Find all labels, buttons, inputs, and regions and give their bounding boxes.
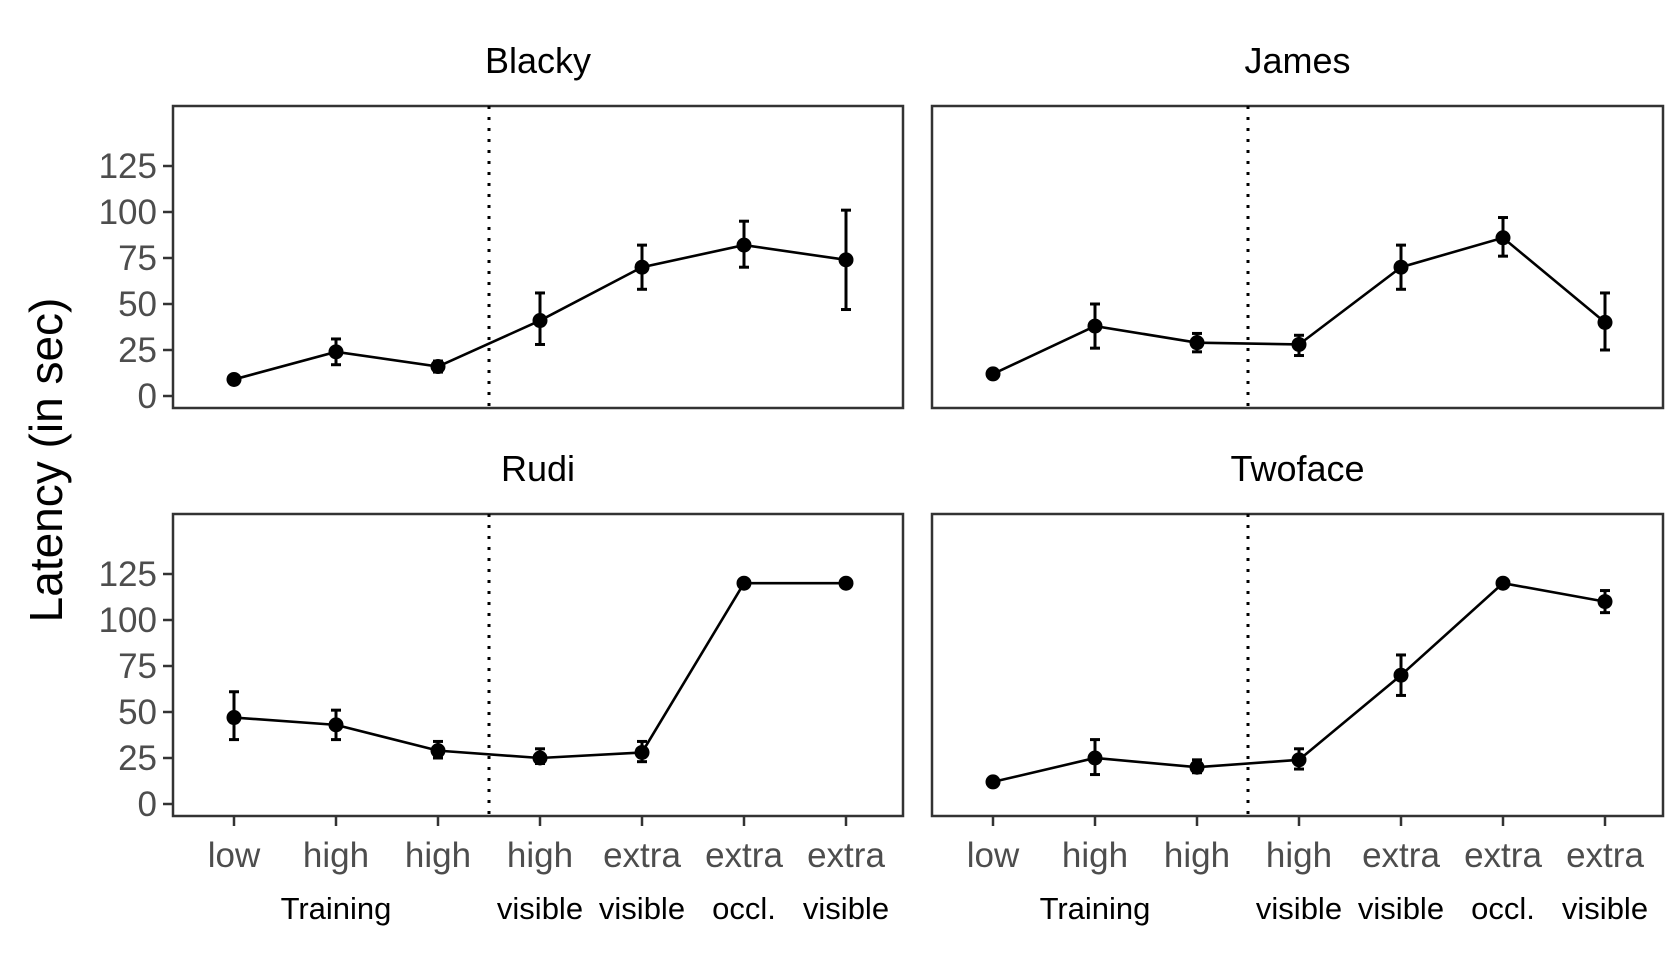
data-point (1291, 336, 1307, 352)
panel-title: Twoface (1230, 448, 1364, 489)
data-point (430, 743, 446, 759)
x-tick-label: extra (1362, 836, 1440, 875)
x-tick-label: extra (1464, 836, 1542, 875)
x-tick-label: extra (705, 836, 783, 875)
x-tick-label: low (208, 836, 261, 875)
y-tick-label: 0 (138, 785, 157, 824)
x-tick-sublabel: visible (599, 891, 685, 926)
data-point (634, 259, 650, 275)
panel-border (930, 104, 1665, 410)
panel-title: Rudi (501, 448, 575, 489)
x-tick-sublabel: visible (803, 891, 889, 926)
panel-blacky: Blacky 0 25 50 75 100 125 (99, 40, 905, 416)
x-tick-sublabel: Training (281, 891, 392, 926)
y-tick-label: 75 (118, 647, 157, 686)
y-axis-label: Latency (in sec) (20, 298, 72, 623)
y-tick-label: 25 (118, 331, 157, 370)
data-point (328, 717, 344, 733)
y-tick-label: 125 (99, 147, 157, 186)
y-tick-label: 100 (99, 601, 157, 640)
y-tick-label: 125 (99, 555, 157, 594)
data-point (1597, 314, 1613, 330)
y-tick-label: 100 (99, 193, 157, 232)
x-tick-label: extra (1566, 836, 1644, 875)
panel-twoface: Twoface low high Training high high visible ext… (930, 448, 1665, 926)
x-tick-label: high (1062, 836, 1128, 875)
data-point (226, 710, 242, 726)
x-tick-sublabel: occl. (712, 891, 776, 926)
y-tick-label: 75 (118, 239, 157, 278)
x-tick-label: extra (603, 836, 681, 875)
data-point (1291, 752, 1307, 768)
x-tick-label: high (1164, 836, 1230, 875)
panel-border (171, 104, 905, 410)
x-tick-sublabel: visible (1562, 891, 1648, 926)
y-tick-label: 50 (118, 285, 157, 324)
data-point (1087, 750, 1103, 766)
panel-border (930, 512, 1665, 818)
data-point (226, 371, 242, 387)
y-tick-label: 0 (138, 377, 157, 416)
x-tick-label: low (967, 836, 1020, 875)
data-point (430, 359, 446, 375)
x-tick-sublabel: visible (497, 891, 583, 926)
data-point (736, 575, 752, 591)
x-tick-sublabel: Training (1040, 891, 1151, 926)
data-point (1495, 575, 1511, 591)
x-tick-label: high (405, 836, 471, 875)
panel-border (171, 512, 905, 818)
data-point (1087, 318, 1103, 334)
y-tick-label: 25 (118, 739, 157, 778)
panel-title: Blacky (485, 40, 591, 81)
x-tick-label: high (303, 836, 369, 875)
x-tick-sublabel: visible (1358, 891, 1444, 926)
x-tick-label: high (1266, 836, 1332, 875)
data-point (1189, 759, 1205, 775)
data-point (328, 344, 344, 360)
series-line (233, 581, 846, 760)
data-point (985, 774, 1001, 790)
data-point (1393, 667, 1409, 683)
data-point (838, 252, 854, 268)
data-point (838, 575, 854, 591)
data-point (532, 750, 548, 766)
x-tick-label: high (507, 836, 573, 875)
data-point (1189, 335, 1205, 351)
x-tick-sublabel: occl. (1471, 891, 1535, 926)
panel-rudi: Rudi 0 25 50 75 100 125 low high Training high high… (99, 448, 905, 926)
data-point (1393, 259, 1409, 275)
data-point (985, 366, 1001, 382)
x-tick-label: extra (807, 836, 885, 875)
data-point (532, 313, 548, 329)
data-point (736, 237, 752, 253)
data-point (634, 744, 650, 760)
x-tick-sublabel: visible (1256, 891, 1342, 926)
panel-title: James (1244, 40, 1350, 81)
y-tick-label: 50 (118, 693, 157, 732)
data-point (1495, 230, 1511, 246)
panel-james: James (930, 40, 1665, 410)
data-point (1597, 594, 1613, 610)
